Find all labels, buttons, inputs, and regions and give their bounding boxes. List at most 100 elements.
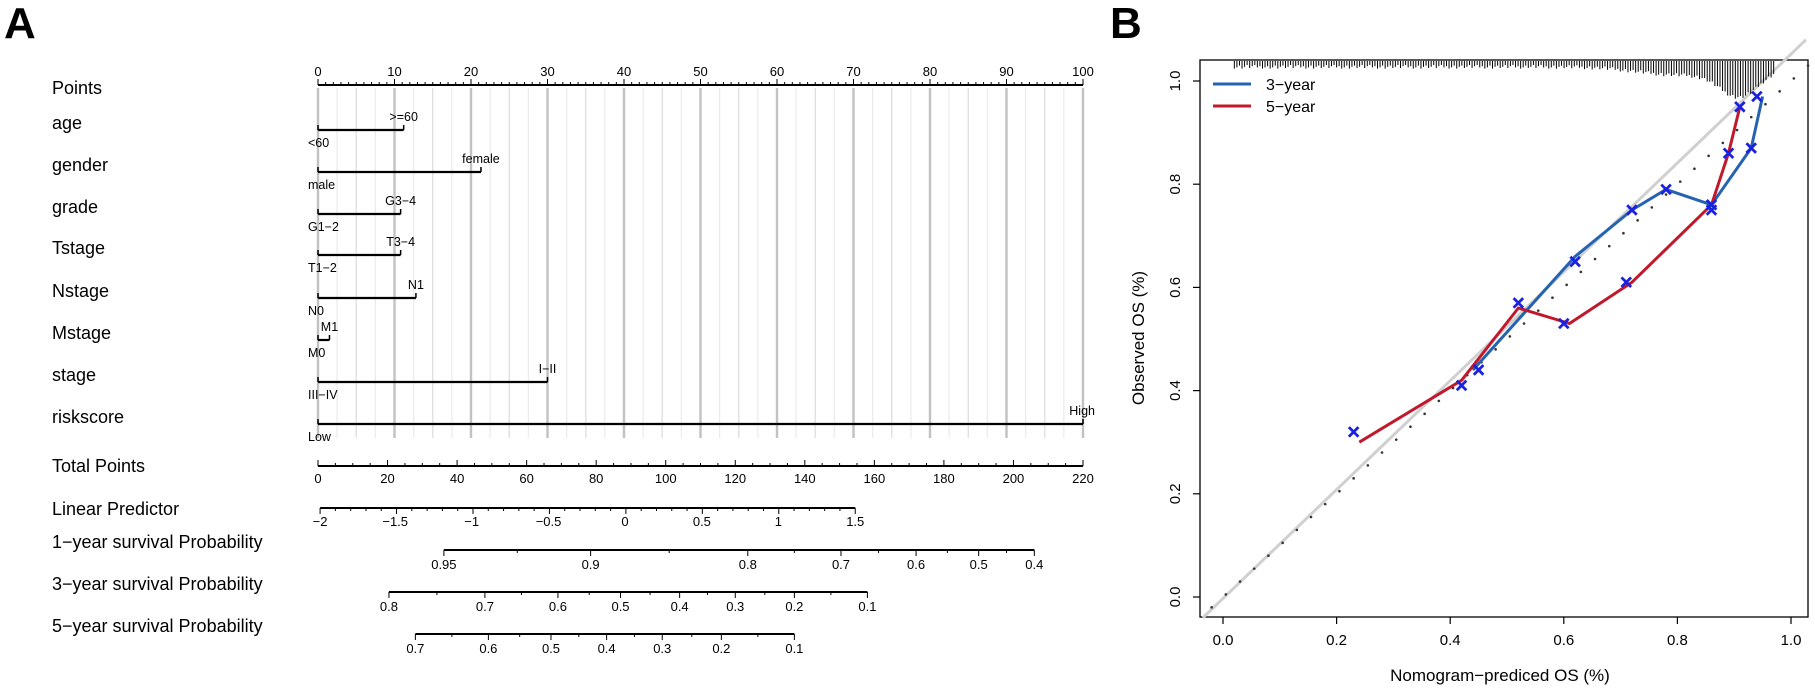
y-axis-tick-label: 0.4 <box>1167 380 1184 401</box>
x-axis-tick-label: 0.4 <box>1440 632 1461 649</box>
variable-low-level-label: III−IV <box>308 388 338 402</box>
ideal-line-dot <box>1664 193 1668 196</box>
survival-tick-label: 0.6 <box>549 599 567 614</box>
survival-tick-label: 0.5 <box>611 599 629 614</box>
ideal-line-dot <box>1437 399 1441 403</box>
marker-stroke <box>1745 142 1758 154</box>
survival-tick-label: 0.1 <box>858 599 876 614</box>
points-tick-label: 20 <box>464 64 478 79</box>
variable-low-level-label: <60 <box>308 136 329 150</box>
row-label-total-points: Total Points <box>52 456 145 476</box>
series-line-1 <box>1471 96 1765 372</box>
marker-stroke <box>1569 255 1581 268</box>
ideal-line-dot <box>1792 77 1796 80</box>
variable-high-level-label: High <box>1069 404 1095 418</box>
marker-stroke <box>1722 147 1735 160</box>
points-tick-label: 80 <box>923 64 937 79</box>
ideal-line-dot <box>1338 489 1341 493</box>
points-tick-label: 60 <box>770 64 784 79</box>
survival-tick-label: 0.95 <box>431 557 456 572</box>
row-label-grade: grade <box>52 197 98 217</box>
survival-tick-label: 0.3 <box>653 641 671 656</box>
marker-stroke <box>1751 90 1763 103</box>
series-1-marker <box>1745 142 1758 154</box>
linear-predictor-tick-label: −1.5 <box>382 514 408 529</box>
calibration-panel: B 0.0 0.2 0.4 0.6 0.8 1.0 0.0 0.2 0.4 0.6 0.8 1.0 3… <box>1110 0 1810 685</box>
series-line-2 <box>1358 106 1742 444</box>
variable-high-level-label: G3−4 <box>385 194 416 208</box>
survival-tick-label: 0.9 <box>582 557 600 572</box>
variable-low-level-label: Low <box>308 430 332 444</box>
x-axis-tick-label: 0.8 <box>1667 632 1688 649</box>
y-axis-tick-label: 1.0 <box>1167 71 1184 92</box>
ideal-line-dot <box>1749 115 1753 119</box>
linear-predictor-tick-label: −2 <box>313 514 328 529</box>
marker-stroke <box>1660 183 1672 196</box>
ideal-line-dot <box>1267 554 1270 558</box>
panel-b-letter: B <box>1110 0 1142 48</box>
ideal-line-dot <box>1309 515 1313 519</box>
ideal-line-dot <box>1721 141 1725 145</box>
linear-predictor-tick-label: 1 <box>775 514 782 529</box>
series-1-marker <box>1660 183 1672 196</box>
calibration-axes: 0.0 0.2 0.4 0.6 0.8 1.0 0.0 0.2 0.4 0.6 0.8 1.0 <box>1167 71 1801 649</box>
ideal-line-dot <box>1380 451 1384 454</box>
total-points-tick-label: 40 <box>450 471 464 486</box>
points-tick-label: 40 <box>617 64 631 79</box>
x-axis-tick-label: 1.0 <box>1781 632 1802 649</box>
y-axis-label: Observed OS (%) <box>1129 271 1148 405</box>
ideal-line-dot <box>1508 335 1512 338</box>
marker-stroke <box>1512 297 1525 309</box>
series-2-marker <box>1347 426 1360 438</box>
prediction-rug <box>1233 61 1775 99</box>
ideal-line-dot <box>1693 167 1696 171</box>
ideal-line-dot <box>1409 425 1412 429</box>
linear-predictor-tick-label: 0.5 <box>693 514 711 529</box>
variable-low-level-label: G1−2 <box>308 220 339 234</box>
variable-high-level-label: N1 <box>408 278 424 292</box>
ideal-line-dot <box>1238 580 1242 583</box>
ideal-line-dot <box>1565 283 1568 287</box>
survival-tick-label: 0.7 <box>832 557 850 572</box>
ideal-line-dot <box>1707 154 1710 158</box>
ideal-line <box>1201 38 1808 619</box>
variable-low-level-label: T1−2 <box>308 261 337 275</box>
variable-high-level-label: >=60 <box>389 110 418 124</box>
variable-high-level-label: T3−4 <box>386 235 415 249</box>
row-label-linear-predictor: Linear Predictor <box>52 499 179 519</box>
total-points-tick-label: 0 <box>314 471 321 486</box>
row-label-gender: gender <box>52 155 108 175</box>
ideal-line-dot <box>1210 606 1213 609</box>
series-2-marker <box>1558 317 1570 330</box>
marker-stroke <box>1472 364 1485 376</box>
survival-tick-label: 0.1 <box>785 641 803 656</box>
total-points-tick-label: 160 <box>864 471 886 486</box>
marker-stroke <box>1620 276 1633 289</box>
legend: 3−year 5−year <box>1213 77 1316 116</box>
y-axis-tick-label: 0.8 <box>1167 174 1184 195</box>
variable-low-level-label: M0 <box>308 346 325 360</box>
linear-predictor-tick-label: −1 <box>464 514 479 529</box>
ideal-line-dot <box>1295 528 1299 532</box>
row-label-nstage: Nstage <box>52 281 109 301</box>
survival-tick-label: 0.7 <box>476 599 494 614</box>
linear-predictor-tick-label: 1.5 <box>846 514 864 529</box>
x-axis-tick-label: 0.0 <box>1213 632 1234 649</box>
ideal-line-dot <box>1423 412 1426 416</box>
points-tick-label: 10 <box>387 64 401 79</box>
marker-stroke <box>1705 204 1718 216</box>
ideal-line-dot <box>1281 541 1284 545</box>
variable-high-level-label: M1 <box>321 320 338 334</box>
series-2-marker <box>1705 204 1718 216</box>
variable-high-level-label: female <box>462 152 500 166</box>
points-tick-label: 0 <box>314 64 321 79</box>
series-2-marker <box>1734 101 1746 113</box>
series-2-marker <box>1722 147 1735 160</box>
points-tick-label: 50 <box>693 64 707 79</box>
ideal-line-dot <box>1764 102 1767 106</box>
ideal-line-dot <box>1806 64 1810 67</box>
survival-tick-label: 0.4 <box>671 599 689 614</box>
